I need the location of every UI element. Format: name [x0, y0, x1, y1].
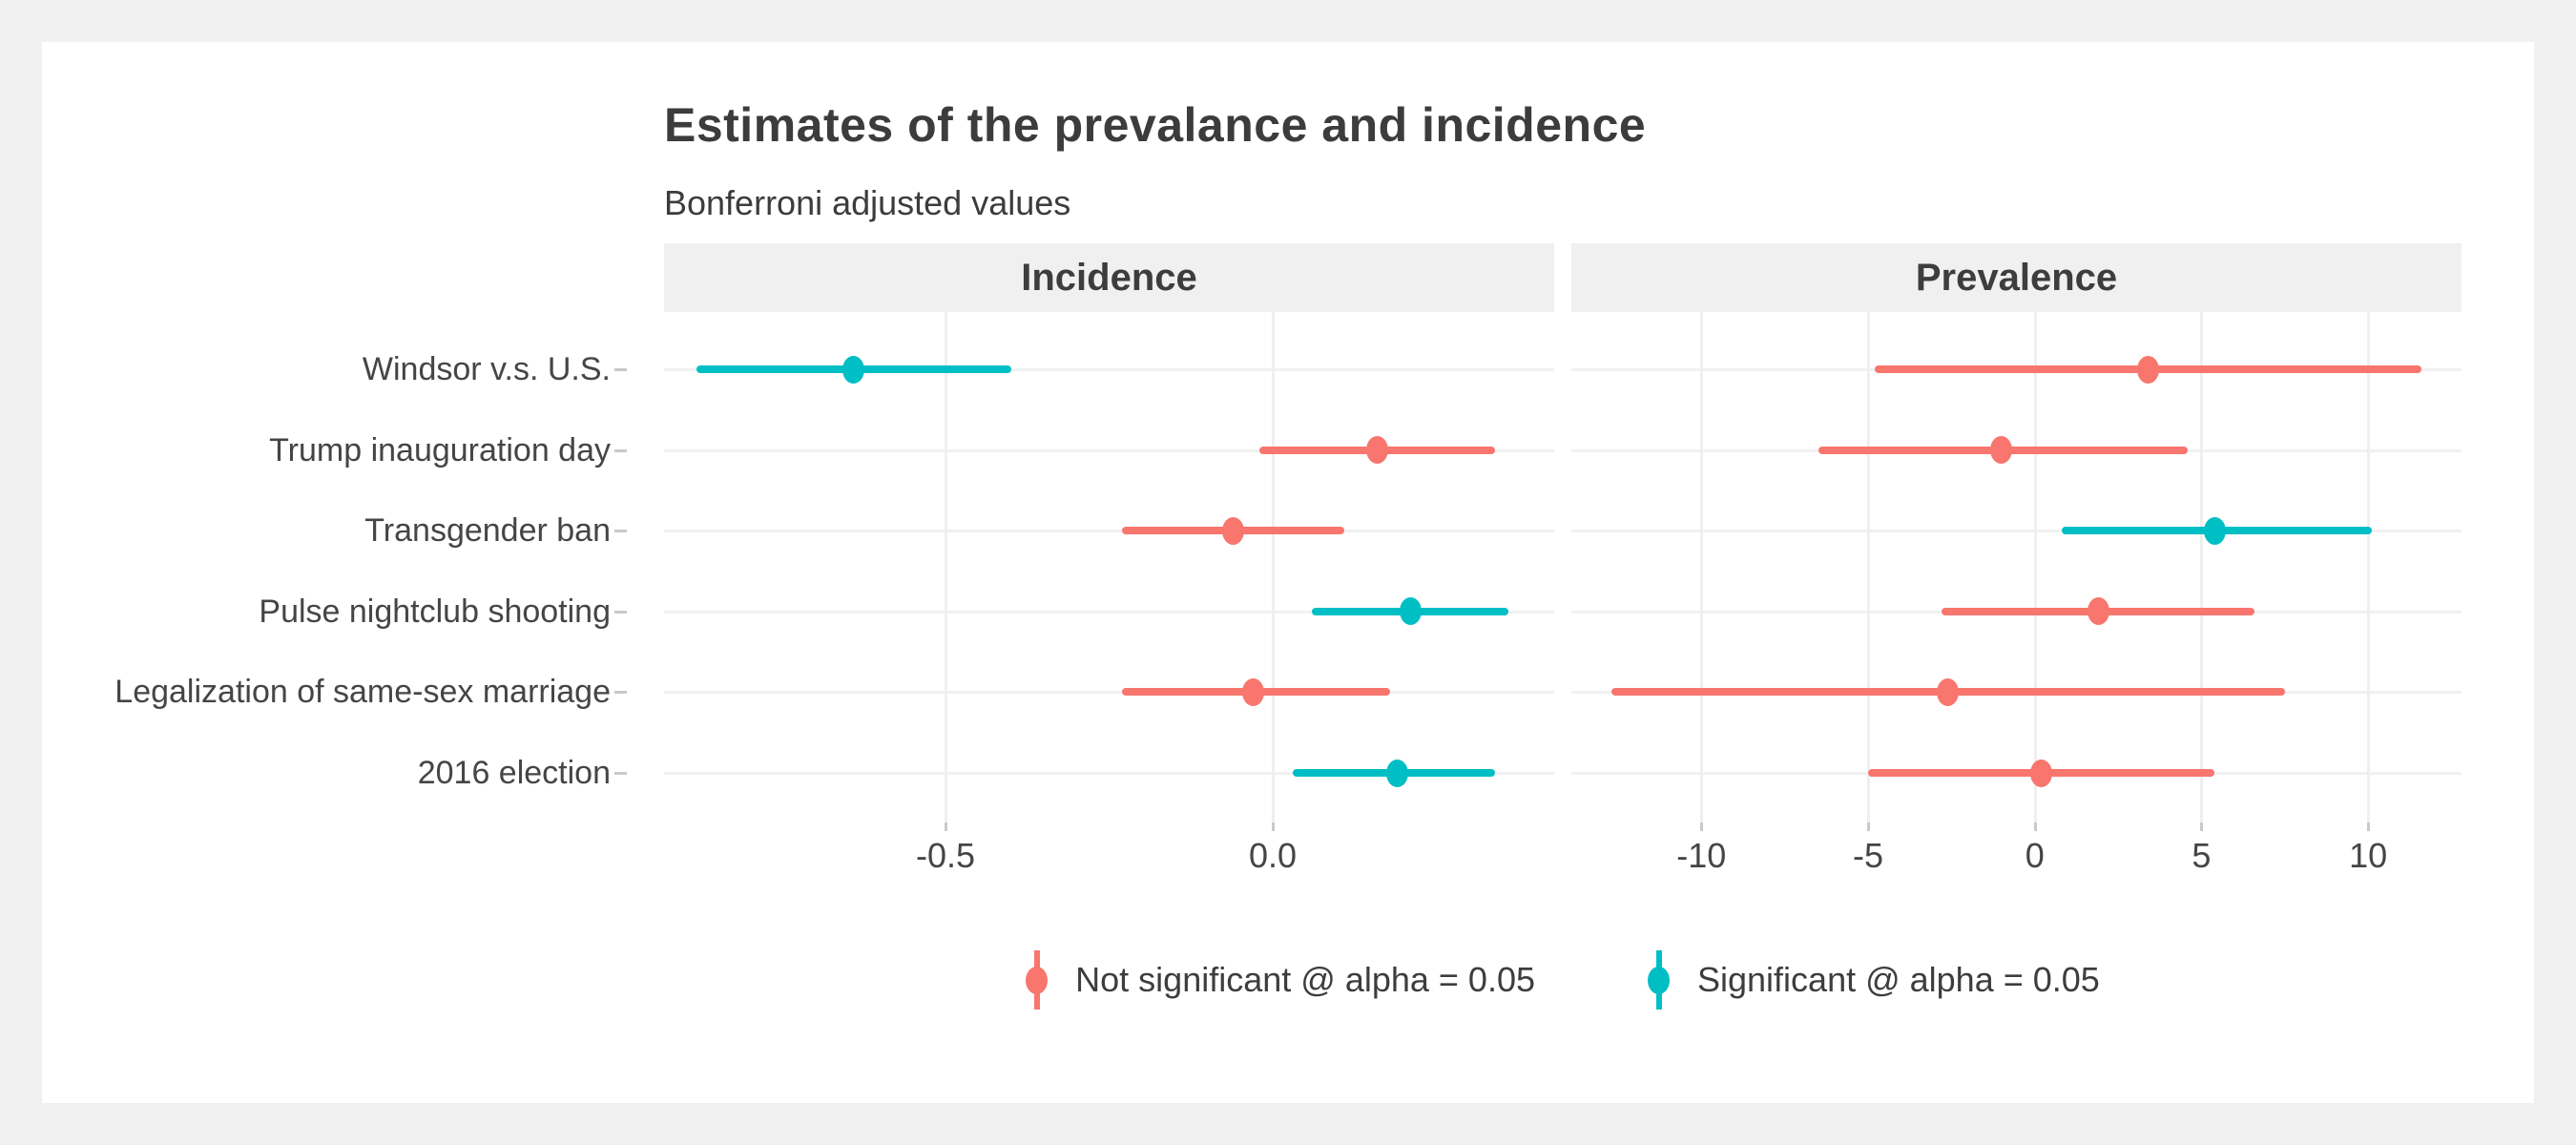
gridline-vertical: [1867, 312, 1870, 822]
facet-panel-prevalence: [1571, 312, 2462, 822]
gridline-vertical: [2200, 312, 2204, 822]
estimate-point: [2203, 516, 2226, 545]
estimate-point: [2030, 759, 2053, 787]
x-axis-tick: [1867, 822, 1870, 831]
pointrange-key-icon: [1648, 950, 1671, 1010]
chart-title: Estimates of the prevalance and incidenc…: [664, 98, 1647, 152]
x-axis-tick-label: 5: [2192, 836, 2212, 875]
chart-subtitle: Bonferroni adjusted values: [664, 183, 1071, 222]
estimate-point: [1222, 516, 1245, 545]
x-axis-tick-label: 0.0: [1248, 836, 1298, 875]
legend-label: Not significant @ alpha = 0.05: [1075, 960, 1535, 999]
y-axis-label: Trump inauguration day: [269, 431, 611, 468]
estimate-point: [1241, 677, 1264, 706]
x-axis-tick-label: -5: [1852, 836, 1883, 875]
gridline-horizontal: [664, 448, 1554, 452]
estimate-point: [1366, 436, 1389, 465]
y-axis-label: Transgender ban: [364, 512, 611, 550]
x-axis-tick-label: -10: [1676, 836, 1727, 875]
gridline-vertical: [944, 312, 947, 822]
facet-strip-incidence: Incidence: [664, 243, 1554, 312]
x-axis-tick-label: 0: [2025, 836, 2045, 875]
y-axis-label: Windsor v.s. U.S.: [362, 351, 611, 387]
gridline-vertical: [1700, 312, 1704, 822]
estimate-point: [2137, 355, 2160, 384]
x-axis-tick: [1272, 822, 1275, 831]
y-axis-label: Legalization of same-sex marriage: [114, 674, 611, 711]
gridline-vertical: [2033, 312, 2037, 822]
y-axis-label: 2016 election: [417, 755, 611, 791]
x-axis-tick: [2200, 822, 2204, 831]
y-axis-label: Pulse nightclub shooting: [259, 593, 611, 630]
y-axis-tick: [614, 448, 627, 452]
x-axis-tick: [944, 822, 947, 831]
gridline-horizontal: [664, 772, 1554, 775]
y-axis-tick: [614, 368, 627, 371]
y-axis-tick: [614, 691, 627, 695]
legend-item-not-significant: Not significant @ alpha = 0.05: [1026, 950, 1535, 1010]
gridline-horizontal: [1571, 530, 2462, 533]
x-axis-tick-label: -0.5: [915, 836, 975, 875]
estimate-point: [1937, 677, 1960, 706]
x-axis-tick: [1700, 822, 1704, 831]
legend-key-dot: [1648, 967, 1670, 994]
gridline-horizontal: [664, 610, 1554, 614]
facet-strip-label: Incidence: [1021, 256, 1197, 299]
estimate-point: [1399, 597, 1422, 626]
x-axis-tick-label: 10: [2349, 836, 2388, 875]
plot-card: Estimates of the prevalance and incidenc…: [42, 42, 2534, 1103]
facet-panel-incidence: [664, 312, 1554, 822]
legend: Not significant @ alpha = 0.05 Significa…: [664, 947, 2462, 1013]
legend-label: Significant @ alpha = 0.05: [1697, 960, 2100, 999]
legend-item-significant: Significant @ alpha = 0.05: [1648, 950, 2100, 1010]
estimate-point: [842, 355, 865, 384]
estimate-point: [2087, 597, 2109, 626]
y-axis-tick: [614, 610, 627, 614]
estimate-point: [1990, 436, 2013, 465]
gridline-vertical: [1272, 312, 1275, 822]
facet-strip-label: Prevalence: [1915, 256, 2118, 299]
gridline-horizontal: [664, 368, 1554, 371]
gridline-horizontal: [664, 530, 1554, 533]
y-axis-tick: [614, 772, 627, 775]
estimate-point: [1385, 759, 1408, 787]
legend-key-dot: [1026, 967, 1049, 994]
x-axis-tick: [2367, 822, 2371, 831]
gridline-horizontal: [664, 691, 1554, 695]
x-axis-tick: [2033, 822, 2037, 831]
pointrange-key-icon: [1026, 950, 1049, 1010]
facet-strip-prevalence: Prevalence: [1571, 243, 2462, 312]
y-axis-tick: [614, 530, 627, 533]
gridline-vertical: [2367, 312, 2371, 822]
